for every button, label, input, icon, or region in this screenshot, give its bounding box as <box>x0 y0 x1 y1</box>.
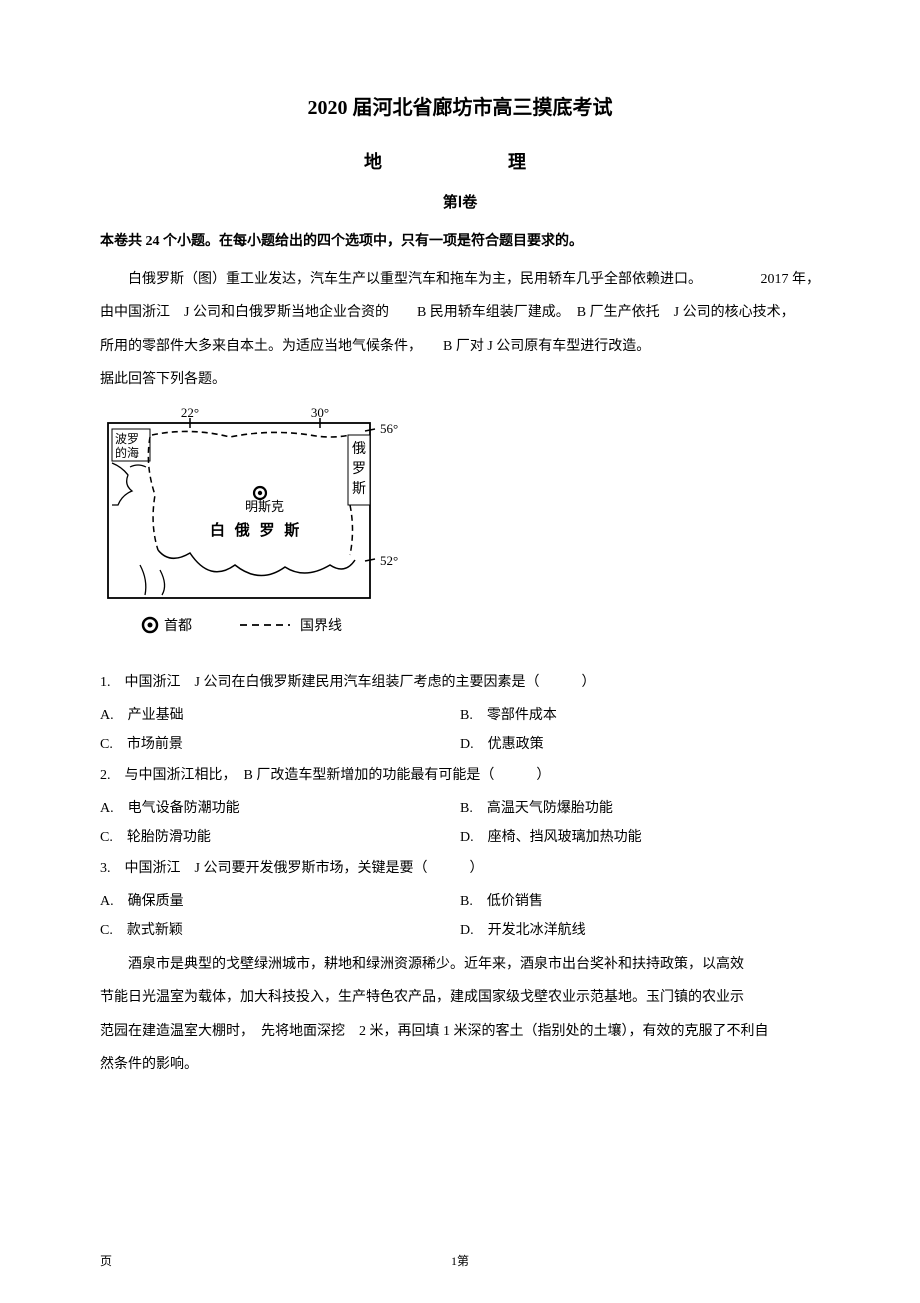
map-figure: 22° 30° 56° 52° 波罗 的海 俄 罗 斯 明斯克 白 俄 罗 斯 <box>100 405 820 654</box>
exam-title: 2020 届河北省廊坊市高三摸底考试 <box>100 90 820 126</box>
capital-label: 明斯克 <box>245 499 284 514</box>
passage2-line2: 节能日光温室为载体，加大科技投入，生产特色农产品，建成国家级戈壁农业示范基地。玉… <box>100 981 820 1015</box>
russia-2: 罗 <box>352 462 366 477</box>
q3-option-d: D. 开发北冰洋航线 <box>460 918 820 943</box>
q2-option-c: C. 轮胎防滑功能 <box>100 825 460 850</box>
passage1-line3: 所用的零部件大多来自本土。为适应当地气候条件， B 厂对 J 公司原有车型进行改… <box>100 330 820 364</box>
q3-option-c: C. 款式新颖 <box>100 918 460 943</box>
q3-options-row1: A. 确保质量 B. 低价销售 <box>100 889 820 914</box>
lat-bottom-label: 52° <box>380 553 398 568</box>
q3-options-row2: C. 款式新颖 D. 开发北冰洋航线 <box>100 918 820 943</box>
passage1-line1-post: 2017 年， <box>761 263 821 297</box>
sea-label-1: 波罗 <box>115 432 139 446</box>
question-2: 2. 与中国浙江相比， B 厂改造车型新增加的功能最有可能是（ ） <box>100 761 820 792</box>
section-heading: 第Ⅰ卷 <box>100 190 820 217</box>
map-svg: 22° 30° 56° 52° 波罗 的海 俄 罗 斯 明斯克 白 俄 罗 斯 <box>100 405 410 645</box>
passage-2: 酒泉市是典型的戈壁绿洲城市，耕地和绿洲资源稀少。近年来，酒泉市出台奖补和扶持政策… <box>100 948 820 1082</box>
q2-option-d: D. 座椅、挡风玻璃加热功能 <box>460 825 820 850</box>
sea-label-2: 的海 <box>115 445 139 460</box>
q3-option-b: B. 低价销售 <box>460 889 820 914</box>
legend-border: 国界线 <box>300 618 342 634</box>
q2-options-row2: C. 轮胎防滑功能 D. 座椅、挡风玻璃加热功能 <box>100 825 820 850</box>
passage2-line4: 然条件的影响。 <box>100 1048 820 1082</box>
russia-3: 斯 <box>352 481 366 497</box>
passage1-line4: 据此回答下列各题。 <box>100 363 820 397</box>
passage1-line2: 由中国浙江 J 公司和白俄罗斯当地企业合资的 B 民用轿车组装厂建成。 B 厂生… <box>100 296 820 330</box>
q3-option-a: A. 确保质量 <box>100 889 460 914</box>
footer-left: 页 <box>100 1251 112 1273</box>
lon-left-label: 22° <box>181 405 199 420</box>
legend-capital: 首都 <box>164 618 192 634</box>
instruction-text: 本卷共 24 个小题。在每小题给出的四个选项中，只有一项是符合题目要求的。 <box>100 229 820 254</box>
passage-1: 白俄罗斯（图）重工业发达，汽车生产以重型汽车和拖车为主，民用轿车几乎全部依赖进口… <box>100 263 820 397</box>
q1-option-d: D. 优惠政策 <box>460 732 820 757</box>
russia-1: 俄 <box>352 441 366 457</box>
q1-options-row1: A. 产业基础 B. 零部件成本 <box>100 703 820 728</box>
question-1: 1. 中国浙江 J 公司在白俄罗斯建民用汽车组装厂考虑的主要因素是（ ） <box>100 668 820 699</box>
question-3: 3. 中国浙江 J 公司要开发俄罗斯市场，关键是要（ ） <box>100 854 820 885</box>
passage2-line1: 酒泉市是典型的戈壁绿洲城市，耕地和绿洲资源稀少。近年来，酒泉市出台奖补和扶持政策… <box>100 948 820 982</box>
q1-options-row2: C. 市场前景 D. 优惠政策 <box>100 732 820 757</box>
q2-options-row1: A. 电气设备防潮功能 B. 高温天气防爆胎功能 <box>100 796 820 821</box>
passage2-line3: 范园在建造温室大棚时， 先将地面深挖 2 米，再回填 1 米深的客土（指别处的土… <box>100 1015 820 1049</box>
q1-option-c: C. 市场前景 <box>100 732 460 757</box>
subject-heading: 地 理 <box>100 146 820 178</box>
q2-option-b: B. 高温天气防爆胎功能 <box>460 796 820 821</box>
q1-option-a: A. 产业基础 <box>100 703 460 728</box>
lat-top-label: 56° <box>380 421 398 436</box>
q2-option-a: A. 电气设备防潮功能 <box>100 796 460 821</box>
lon-right-label: 30° <box>311 405 329 420</box>
country-label: 白 俄 罗 斯 <box>210 521 302 539</box>
footer-page: 1第 <box>451 1251 469 1273</box>
passage1-line1-pre: 白俄罗斯（图）重工业发达，汽车生产以重型汽车和拖车为主，民用轿车几乎全部依赖进口… <box>100 263 702 297</box>
q1-option-b: B. 零部件成本 <box>460 703 820 728</box>
